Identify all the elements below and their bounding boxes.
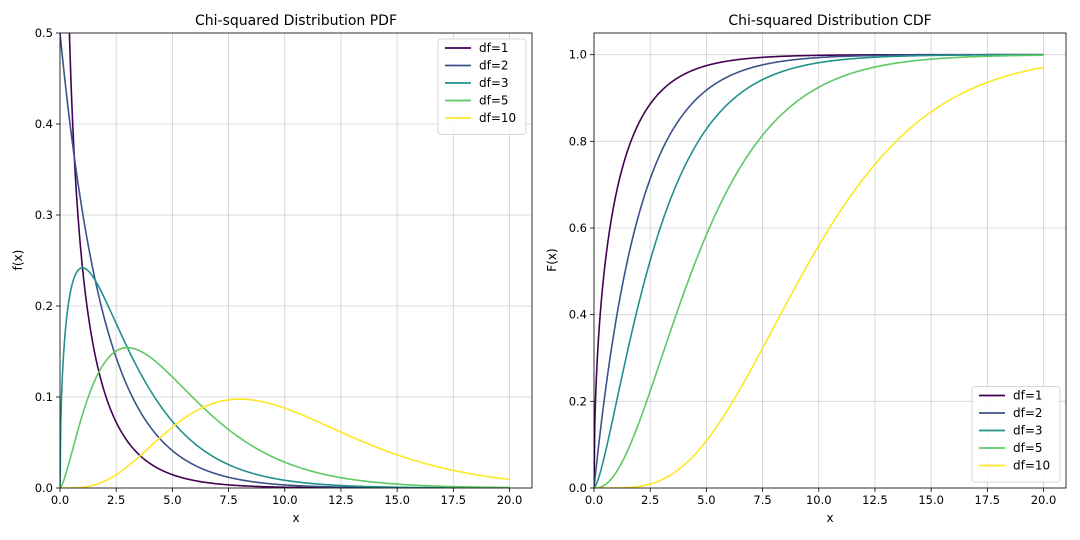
x-tick-label: 7.5 (219, 493, 237, 507)
x-tick-label: 20.0 (497, 493, 523, 507)
y-tick-label: 0.0 (35, 481, 53, 495)
chart-title: Chi-squared Distribution PDF (195, 13, 397, 29)
y-axis-label: f(x) (11, 250, 25, 271)
legend: df=1 df=2 df=3 df=5 df=10 (971, 386, 1061, 483)
axes-frame (59, 32, 533, 489)
cdf-chart: Chi-squared Distribution CDF x F(x) 0.0 2… (545, 13, 1067, 525)
x-tick-label: 5.0 (697, 493, 715, 507)
x-tick-label: 0.0 (51, 493, 69, 507)
y-tick-label: 0.3 (35, 208, 53, 222)
x-tick-label: 2.5 (107, 493, 125, 507)
x-tick-label: 12.5 (862, 493, 888, 507)
series-line-df=5 (60, 346, 510, 488)
y-tick-label: 0.4 (569, 308, 587, 322)
legend-label: df=1 (1013, 389, 1043, 403)
legend-label: df=5 (1013, 441, 1043, 455)
legend-box (971, 386, 1061, 483)
x-axis-label: x (292, 511, 299, 525)
x-tick-label: 20.0 (1031, 493, 1057, 507)
series-line-df=5 (594, 54, 1044, 488)
y-tick-label: 0.5 (35, 26, 53, 40)
y-axis-label: F(x) (545, 248, 559, 271)
x-tick-label: 10.0 (806, 493, 832, 507)
y-tick-label: 0.0 (569, 481, 587, 495)
series-line-df=10 (594, 66, 1044, 488)
x-tick-label: 0.0 (585, 493, 603, 507)
y-tick-label: 0.4 (35, 117, 53, 131)
y-tick-label: 0.8 (569, 134, 587, 148)
series-line-df=10 (60, 398, 510, 488)
y-tick-label: 1.0 (569, 48, 587, 62)
series-line-df=3 (594, 53, 1044, 488)
y-tick-label: 0.6 (569, 221, 587, 235)
x-tick-label: 10.0 (272, 493, 298, 507)
axes-frame (593, 32, 1067, 489)
x-tick-label: 17.5 (441, 493, 467, 507)
legend-label: df=1 (479, 41, 509, 55)
x-tick-label: 2.5 (641, 493, 659, 507)
legend-label: df=10 (1013, 459, 1050, 473)
y-tick-label: 0.2 (35, 299, 53, 313)
axis-ticks: 0.0 2.5 5.0 7.5 10.0 12.5 15.0 17.5 20.0 0.0 0.1 0.… (35, 26, 523, 507)
x-tick-label: 15.0 (384, 493, 410, 507)
legend-label: df=10 (479, 111, 516, 125)
x-tick-label: 17.5 (975, 493, 1001, 507)
x-tick-label: 5.0 (163, 493, 181, 507)
legend-label: df=3 (1013, 424, 1043, 438)
x-tick-label: 15.0 (918, 493, 944, 507)
legend: df=1 df=2 df=3 df=5 df=10 (437, 38, 527, 135)
legend-box (437, 38, 527, 135)
x-tick-label: 12.5 (328, 493, 354, 507)
plot-area (594, 53, 1044, 488)
y-tick-label: 0.1 (35, 390, 53, 404)
legend-label: df=5 (479, 94, 509, 108)
legend-label: df=2 (479, 59, 509, 73)
legend-label: df=2 (1013, 406, 1043, 420)
legend-label: df=3 (479, 76, 509, 90)
axis-ticks: 0.0 2.5 5.0 7.5 10.0 12.5 15.0 17.5 20.0 0.0 0.2 0.… (569, 48, 1057, 507)
pdf-chart: Chi-squared Distribution PDF x f(x) 0.0 2… (11, 13, 533, 525)
x-tick-label: 7.5 (753, 493, 771, 507)
x-axis-label: x (826, 511, 833, 525)
y-tick-label: 0.2 (569, 394, 587, 408)
chart-title: Chi-squared Distribution CDF (728, 13, 931, 29)
